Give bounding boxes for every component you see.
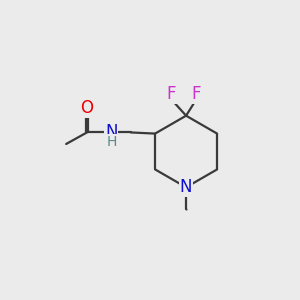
Text: O: O <box>80 99 93 117</box>
Text: N: N <box>180 178 192 196</box>
Text: N: N <box>105 123 117 141</box>
Text: F: F <box>192 85 201 103</box>
Text: H: H <box>106 135 117 149</box>
Text: F: F <box>166 85 176 103</box>
